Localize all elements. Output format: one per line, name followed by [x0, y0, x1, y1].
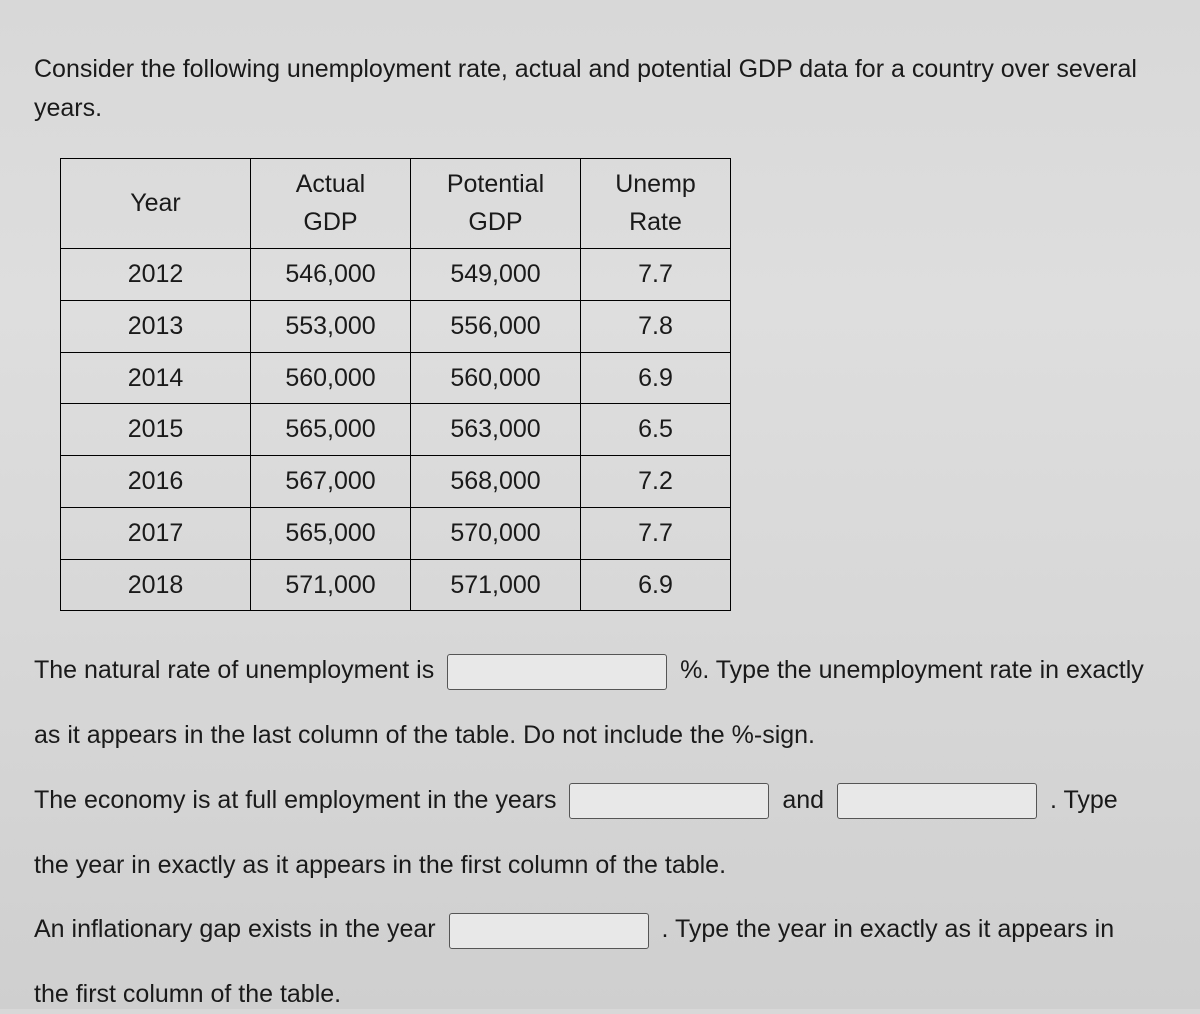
table-header-row: Year Actual GDP Potential GDP Unemp Rate: [61, 158, 731, 249]
table-row: 2014 560,000 560,000 6.9: [61, 352, 731, 404]
col-header-actual-l1: Actual: [261, 165, 400, 204]
col-header-potential-l2: GDP: [421, 203, 570, 242]
q3-text-b: . Type the year in exactly as it appears…: [662, 915, 1115, 943]
q2-text-b: . Type: [1050, 786, 1118, 814]
cell-actual: 553,000: [251, 300, 411, 352]
q2-text-a: The economy is at full employment in the…: [34, 786, 556, 814]
q2-and: and: [782, 786, 824, 814]
cell-actual: 565,000: [251, 404, 411, 456]
cell-actual: 546,000: [251, 249, 411, 301]
inflationary-gap-year-input[interactable]: [449, 913, 649, 949]
cell-pot: 560,000: [411, 352, 581, 404]
question-3-line-1: An inflationary gap exists in the year .…: [34, 910, 1166, 949]
col-header-actual-l2: GDP: [261, 203, 400, 242]
problem-intro: Consider the following unemployment rate…: [34, 50, 1166, 128]
question-2-line-2: the year in exactly as it appears in the…: [34, 846, 1166, 885]
cell-year: 2014: [61, 352, 251, 404]
question-2-line-1: The economy is at full employment in the…: [34, 781, 1166, 820]
natural-rate-input[interactable]: [447, 654, 667, 690]
cell-unemp: 7.7: [581, 507, 731, 559]
table-row: 2012 546,000 549,000 7.7: [61, 249, 731, 301]
cell-pot: 568,000: [411, 456, 581, 508]
cell-year: 2013: [61, 300, 251, 352]
cell-unemp: 7.7: [581, 249, 731, 301]
col-header-unemp-l1: Unemp: [591, 165, 720, 204]
question-3-line-2: the first column of the table.: [34, 975, 1166, 1014]
q3-text-a: An inflationary gap exists in the year: [34, 915, 436, 943]
cell-actual: 571,000: [251, 559, 411, 611]
cell-pot: 556,000: [411, 300, 581, 352]
cell-unemp: 6.9: [581, 559, 731, 611]
cell-pot: 549,000: [411, 249, 581, 301]
cell-unemp: 6.9: [581, 352, 731, 404]
table-row: 2017 565,000 570,000 7.7: [61, 507, 731, 559]
col-header-actual: Actual GDP: [251, 158, 411, 249]
cell-pot: 571,000: [411, 559, 581, 611]
question-1-line-1: The natural rate of unemployment is %. T…: [34, 651, 1166, 690]
q1-text-b: %. Type the unemployment rate in exactly: [680, 656, 1144, 684]
gdp-table: Year Actual GDP Potential GDP Unemp Rate…: [60, 158, 731, 612]
cell-unemp: 7.2: [581, 456, 731, 508]
cell-actual: 560,000: [251, 352, 411, 404]
full-employment-year-2-input[interactable]: [837, 783, 1037, 819]
cell-year: 2015: [61, 404, 251, 456]
col-header-unemp: Unemp Rate: [581, 158, 731, 249]
cell-year: 2018: [61, 559, 251, 611]
col-header-potential-l1: Potential: [421, 165, 570, 204]
question-1-line-2: as it appears in the last column of the …: [34, 716, 1166, 755]
col-header-year: Year: [61, 158, 251, 249]
col-header-potential: Potential GDP: [411, 158, 581, 249]
q3-text-c: the first column of the table.: [34, 980, 341, 1008]
cell-year: 2017: [61, 507, 251, 559]
table-row: 2015 565,000 563,000 6.5: [61, 404, 731, 456]
table-row: 2018 571,000 571,000 6.9: [61, 559, 731, 611]
cell-pot: 570,000: [411, 507, 581, 559]
table-row: 2016 567,000 568,000 7.2: [61, 456, 731, 508]
table-row: 2013 553,000 556,000 7.8: [61, 300, 731, 352]
q1-text-c: as it appears in the last column of the …: [34, 721, 815, 749]
col-header-unemp-l2: Rate: [591, 203, 720, 242]
cell-year: 2016: [61, 456, 251, 508]
full-employment-year-1-input[interactable]: [569, 783, 769, 819]
q1-text-a: The natural rate of unemployment is: [34, 656, 434, 684]
cell-unemp: 6.5: [581, 404, 731, 456]
cell-actual: 567,000: [251, 456, 411, 508]
cell-actual: 565,000: [251, 507, 411, 559]
q2-text-c: the year in exactly as it appears in the…: [34, 851, 726, 879]
cell-pot: 563,000: [411, 404, 581, 456]
cell-year: 2012: [61, 249, 251, 301]
cell-unemp: 7.8: [581, 300, 731, 352]
